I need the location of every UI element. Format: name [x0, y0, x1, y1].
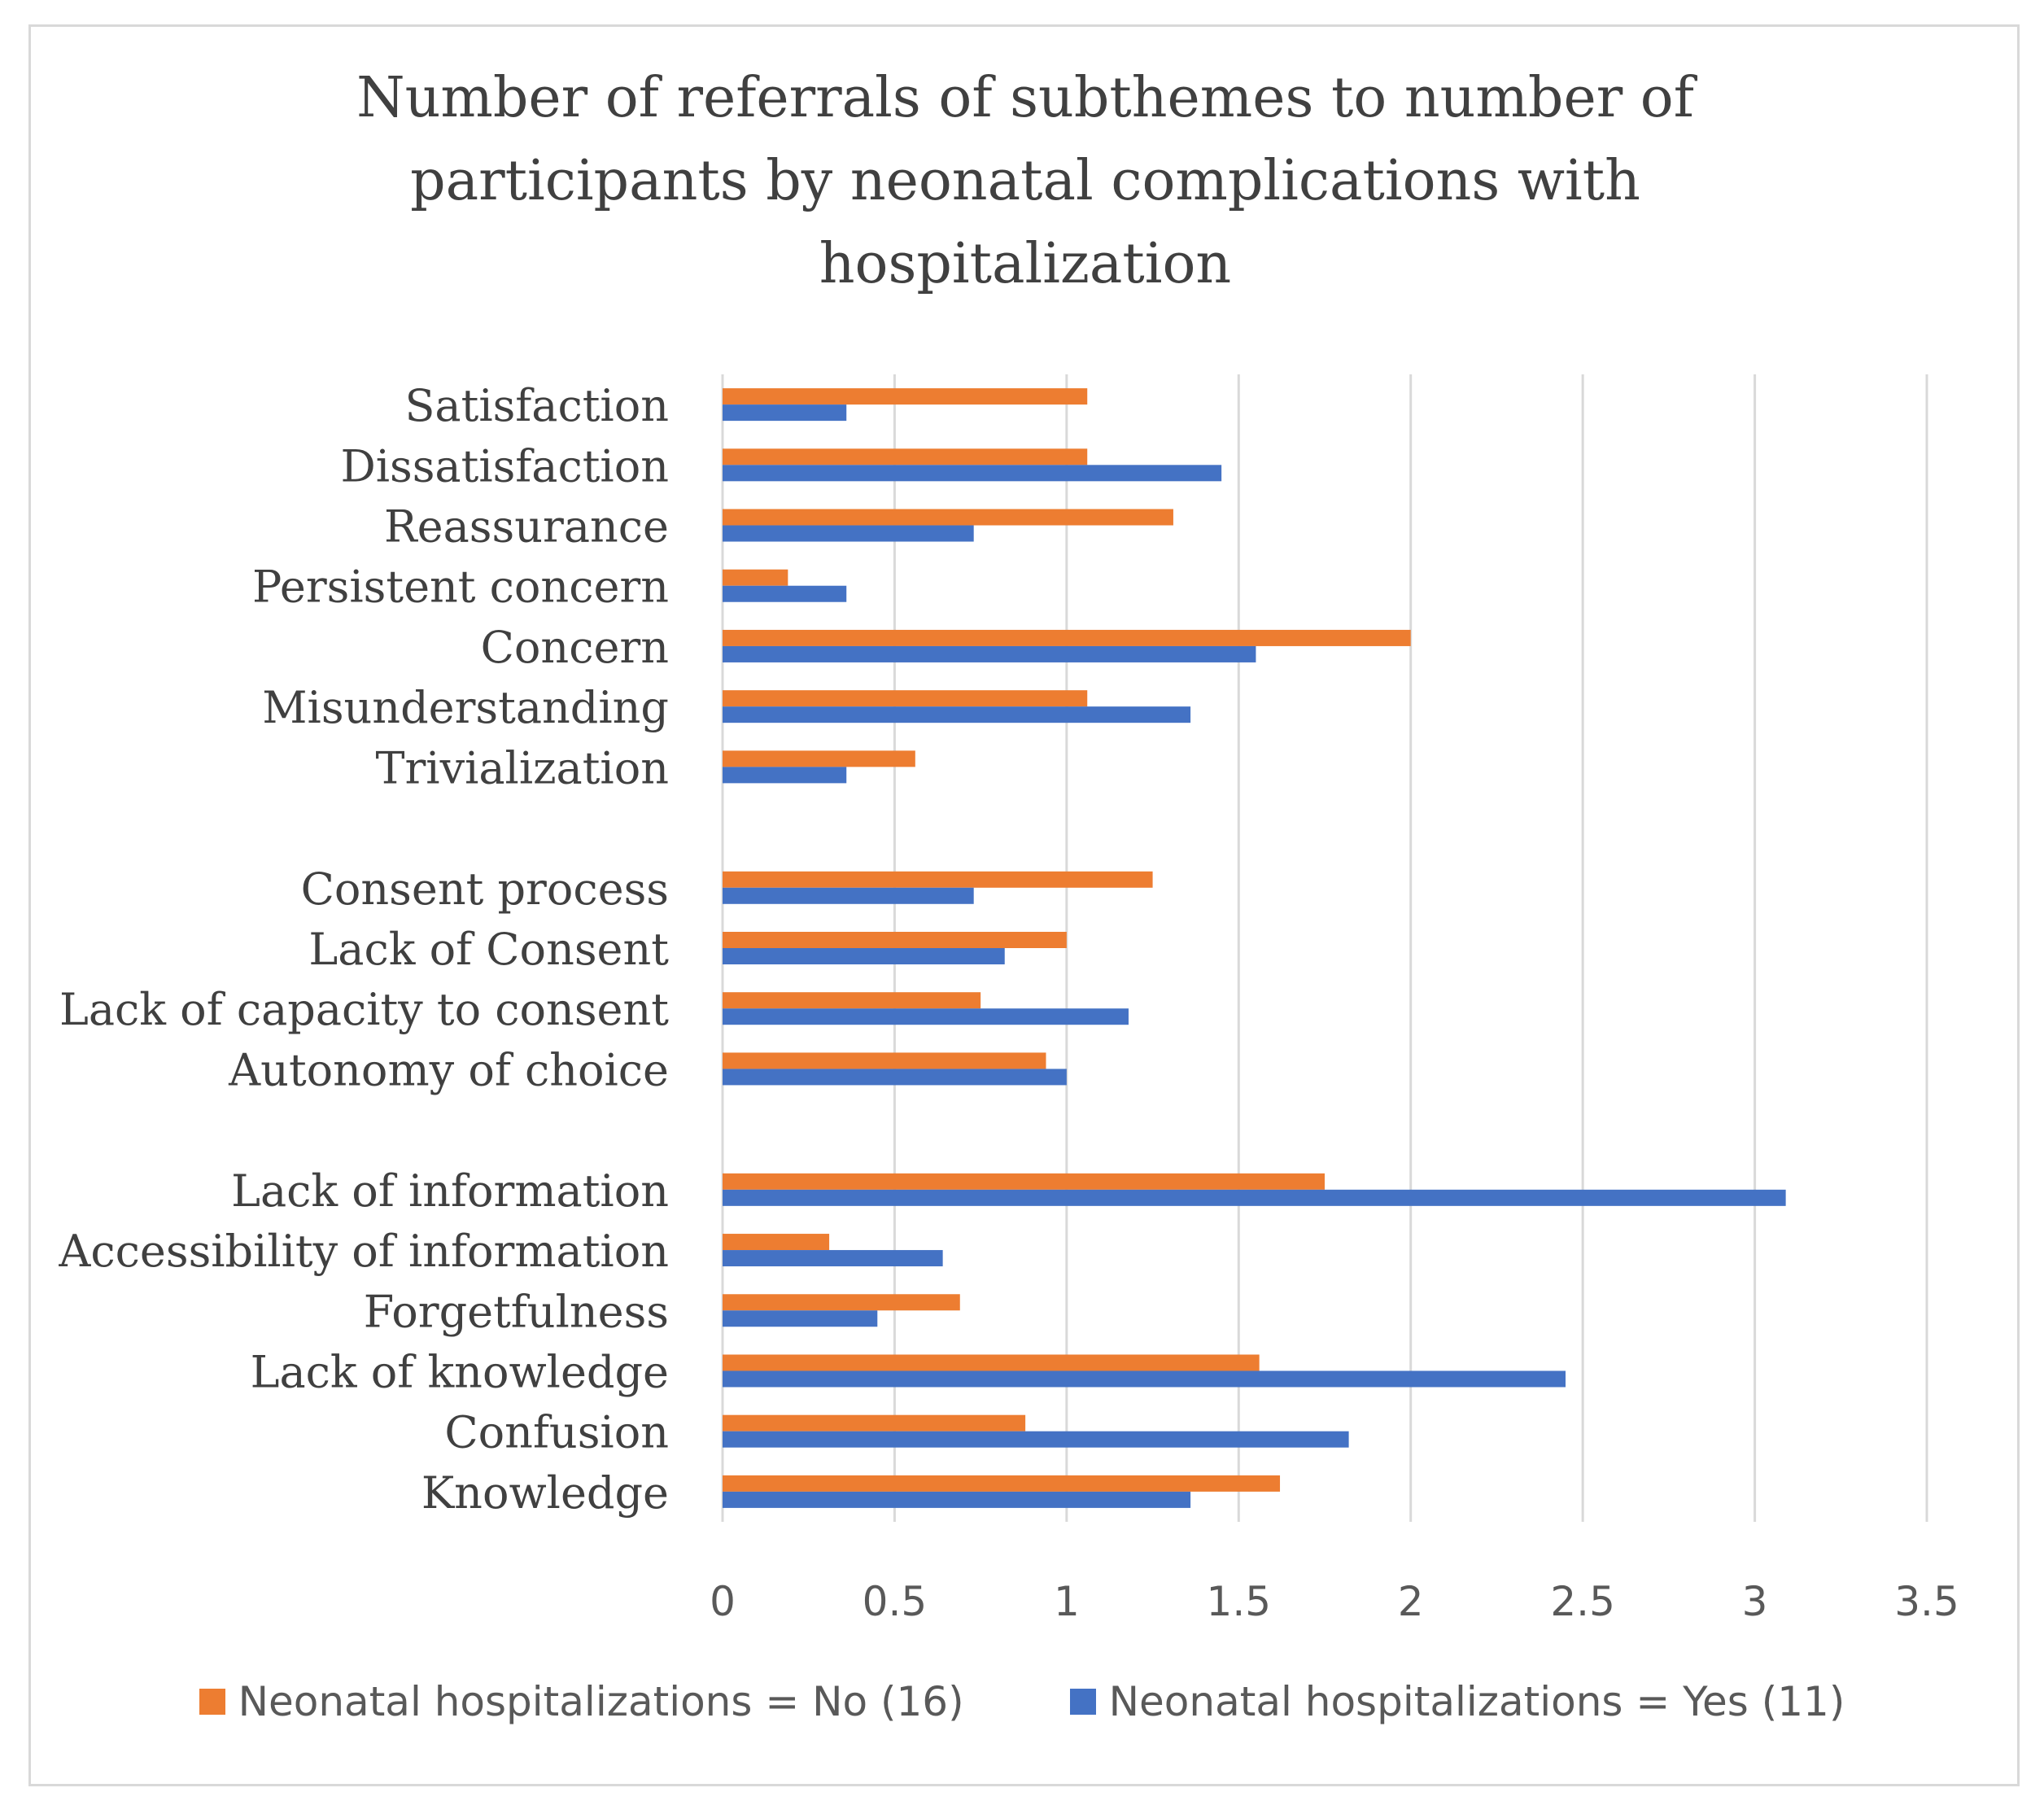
- bar-yes: [723, 404, 847, 422]
- bar-yes: [723, 948, 1005, 964]
- bar-no: [723, 509, 1173, 526]
- chart-title: Number of referrals of subthemes to numb…: [244, 57, 1806, 306]
- bar-no: [723, 1173, 1325, 1190]
- legend-label-no: Neonatal hospitalizations = No (16): [238, 1678, 964, 1725]
- x-tick-label-6: 3: [1742, 1578, 1768, 1625]
- bar-yes: [723, 1310, 878, 1327]
- chart-title-line-2: participants by neonatal complications w…: [410, 149, 1640, 213]
- category-label: Confusion: [444, 1407, 669, 1458]
- bar-yes: [723, 1069, 1067, 1086]
- bar-no: [723, 629, 1411, 646]
- legend-label-yes: Neonatal hospitalizations = Yes (11): [1108, 1678, 1845, 1725]
- bar-no: [723, 1354, 1260, 1371]
- category-label: Accessibility of information: [58, 1226, 669, 1277]
- category-label: Lack of capacity to consent: [59, 984, 669, 1035]
- category-label: Misunderstanding: [262, 682, 669, 733]
- x-tick-label-4: 2: [1398, 1578, 1424, 1625]
- bar-yes: [723, 1250, 943, 1267]
- category-label: Concern: [481, 622, 669, 673]
- chart-title-line-3: hospitalization: [819, 232, 1232, 296]
- bar-no: [723, 992, 981, 1009]
- category-label: Reassurance: [384, 501, 669, 553]
- legend-item-yes: Neonatal hospitalizations = Yes (11): [1069, 1678, 1845, 1725]
- bar-yes: [723, 525, 974, 542]
- category-label: Lack of knowledge: [251, 1346, 669, 1397]
- category-label: Knowledge: [421, 1467, 669, 1519]
- bar-no: [723, 388, 1088, 405]
- bar-yes: [723, 465, 1222, 482]
- x-tick-label-7: 3.5: [1894, 1578, 1959, 1625]
- bar-no: [723, 750, 915, 767]
- bar-no: [723, 1234, 830, 1251]
- legend-item-no: Neonatal hospitalizations = No (16): [199, 1678, 964, 1725]
- bar-no: [723, 1475, 1281, 1492]
- chart-title-line-1: Number of referrals of subthemes to numb…: [356, 66, 1694, 130]
- legend-swatch-no: [199, 1689, 225, 1715]
- x-tick-label-3: 1.5: [1207, 1578, 1272, 1625]
- category-label: Trivialization: [375, 742, 669, 793]
- bar-no: [723, 932, 1067, 948]
- bar-yes: [723, 645, 1256, 662]
- legend-swatch-yes: [1069, 1689, 1096, 1715]
- category-label: Forgetfulness: [364, 1286, 669, 1337]
- x-tick-label-0: 0: [710, 1578, 736, 1625]
- category-label: Lack of information: [231, 1165, 669, 1217]
- bar-yes: [723, 1370, 1566, 1388]
- x-tick-label-5: 2.5: [1550, 1578, 1615, 1625]
- bar-no: [723, 1294, 960, 1311]
- bar-yes: [723, 767, 847, 784]
- bar-yes: [723, 887, 974, 904]
- x-tick-label-1: 0.5: [863, 1578, 928, 1625]
- bar-yes: [723, 1491, 1191, 1508]
- bar-no: [723, 871, 1153, 888]
- category-label: Consent process: [301, 863, 669, 915]
- bar-yes: [723, 706, 1191, 723]
- legend: Neonatal hospitalizations = No (16) Neon…: [0, 1678, 2044, 1725]
- bar-yes: [723, 1189, 1786, 1206]
- bar-no: [723, 1052, 1046, 1069]
- category-label: Persistent concern: [252, 562, 669, 613]
- category-label: Satisfaction: [404, 380, 669, 431]
- x-tick-label-2: 1: [1054, 1578, 1080, 1625]
- category-label: Autonomy of choice: [228, 1044, 669, 1095]
- bar-no: [723, 448, 1088, 466]
- bar-no: [723, 569, 788, 586]
- bar-no: [723, 1414, 1026, 1432]
- bar-no: [723, 690, 1088, 707]
- category-label: Lack of Consent: [308, 924, 669, 975]
- bar-yes: [723, 585, 847, 602]
- bar-yes: [723, 1431, 1349, 1448]
- bar-yes: [723, 1008, 1129, 1025]
- category-label: Dissatisfaction: [340, 440, 669, 492]
